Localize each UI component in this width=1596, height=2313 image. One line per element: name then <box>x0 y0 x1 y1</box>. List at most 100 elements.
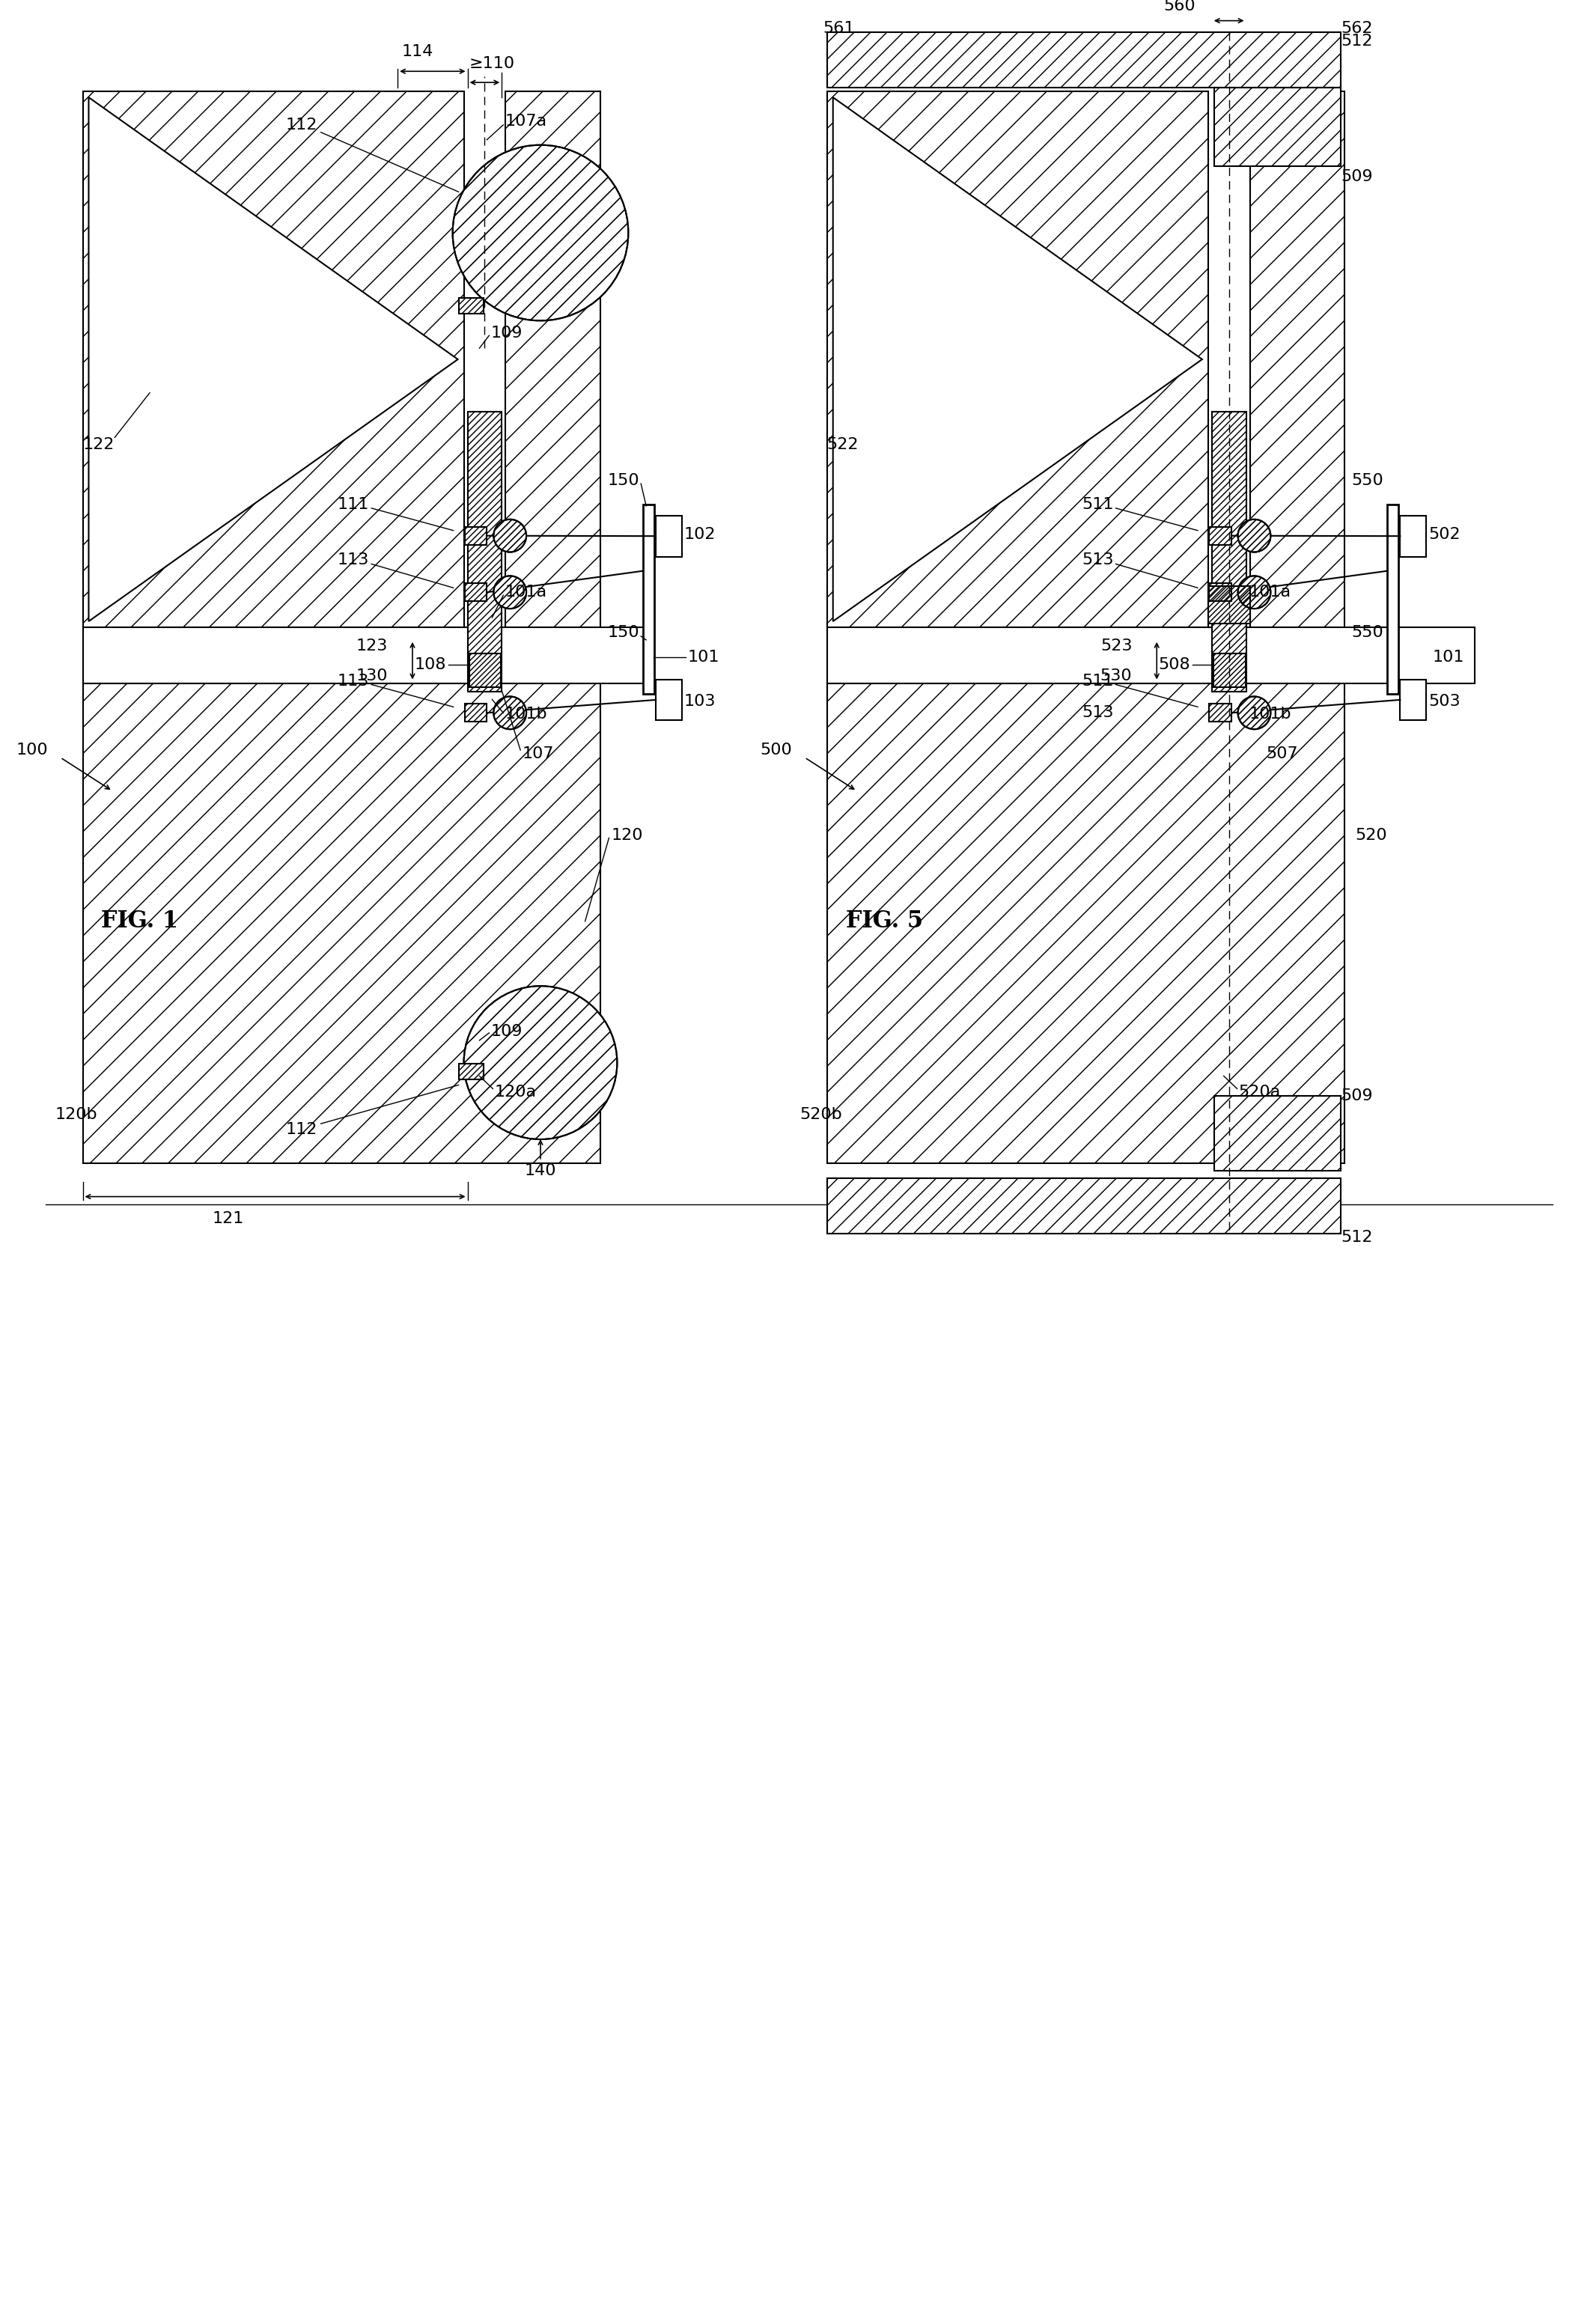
Bar <box>1400 680 1427 719</box>
Text: 562: 562 <box>1341 21 1373 35</box>
Text: 520b: 520b <box>800 1108 843 1122</box>
Text: 561: 561 <box>824 21 855 35</box>
Bar <box>1211 412 1246 692</box>
Bar <box>656 680 681 719</box>
Bar <box>83 93 464 627</box>
Bar <box>827 627 1475 682</box>
Bar <box>458 298 484 315</box>
Circle shape <box>493 520 527 553</box>
Bar <box>469 652 501 687</box>
Text: 512: 512 <box>1341 1231 1373 1244</box>
Text: 550: 550 <box>1352 625 1384 641</box>
Bar <box>468 412 501 692</box>
Text: 120b: 120b <box>56 1108 97 1122</box>
Text: 103: 103 <box>685 694 717 710</box>
Bar <box>458 298 484 315</box>
Text: 101a: 101a <box>1250 585 1291 599</box>
Bar <box>83 682 600 1163</box>
Circle shape <box>1238 520 1270 553</box>
Bar <box>1208 703 1231 722</box>
Text: 508: 508 <box>1159 657 1191 673</box>
Text: ≥110: ≥110 <box>469 56 516 72</box>
Text: 112: 112 <box>286 118 318 132</box>
Text: 522: 522 <box>827 437 859 453</box>
Bar <box>827 682 1344 1163</box>
Text: 512: 512 <box>1341 35 1373 49</box>
Text: 113: 113 <box>338 673 369 689</box>
Bar <box>1208 527 1231 544</box>
Text: 108: 108 <box>413 657 445 673</box>
Bar <box>83 682 600 1163</box>
Bar <box>464 703 487 722</box>
Bar <box>83 627 653 682</box>
Text: 101b: 101b <box>504 708 547 722</box>
Bar <box>458 1064 484 1080</box>
Circle shape <box>493 696 527 729</box>
Bar <box>464 527 487 544</box>
Bar <box>464 583 487 601</box>
Bar <box>83 93 464 627</box>
Text: 109: 109 <box>490 1025 522 1039</box>
Text: 550: 550 <box>1352 474 1384 488</box>
Bar <box>1213 652 1245 687</box>
Bar <box>1215 88 1341 167</box>
Text: 509: 509 <box>1341 169 1373 185</box>
Text: 111: 111 <box>338 497 369 511</box>
Bar <box>1208 585 1250 625</box>
Bar <box>1215 1096 1341 1170</box>
Circle shape <box>453 146 629 322</box>
Bar <box>458 1064 484 1080</box>
Bar <box>827 1177 1341 1233</box>
Bar <box>1215 88 1341 167</box>
Text: 520: 520 <box>1355 828 1387 844</box>
Text: 122: 122 <box>83 437 115 453</box>
Text: 101: 101 <box>1432 650 1464 664</box>
Text: 511: 511 <box>1082 497 1114 511</box>
Bar <box>469 652 501 687</box>
Text: 101b: 101b <box>1250 708 1291 722</box>
Text: 507: 507 <box>1266 747 1298 761</box>
Bar <box>464 583 487 601</box>
Text: 112: 112 <box>286 1122 318 1138</box>
Bar <box>1208 583 1231 601</box>
Text: 121: 121 <box>212 1212 244 1226</box>
Text: 100: 100 <box>16 742 48 759</box>
Text: 502: 502 <box>1428 527 1460 541</box>
Text: 140: 140 <box>525 1163 557 1177</box>
Text: 511: 511 <box>1082 673 1114 689</box>
Text: 102: 102 <box>685 527 717 541</box>
Text: 513: 513 <box>1082 705 1114 719</box>
Text: 120: 120 <box>611 828 643 844</box>
Bar <box>656 516 681 557</box>
Bar <box>1387 504 1398 694</box>
Bar <box>1213 652 1245 687</box>
Text: FIG. 5: FIG. 5 <box>846 909 922 932</box>
Bar <box>1211 412 1246 692</box>
Bar <box>464 703 487 722</box>
Bar <box>506 93 600 627</box>
Bar <box>1208 583 1231 601</box>
Text: 107: 107 <box>522 747 554 761</box>
Text: 503: 503 <box>1428 694 1460 710</box>
Bar <box>1250 93 1344 627</box>
Text: 120a: 120a <box>495 1085 536 1101</box>
Text: 560: 560 <box>1163 0 1195 14</box>
Bar <box>827 682 1344 1163</box>
Text: 123: 123 <box>356 638 388 652</box>
Text: 109: 109 <box>490 326 522 340</box>
Text: 101: 101 <box>688 650 720 664</box>
Text: 107a: 107a <box>504 113 547 130</box>
Bar <box>468 412 501 692</box>
Bar <box>827 1177 1341 1233</box>
Text: 150: 150 <box>608 625 640 641</box>
Circle shape <box>1238 696 1270 729</box>
Text: 523: 523 <box>1100 638 1132 652</box>
Bar <box>827 93 1208 627</box>
Bar <box>827 32 1341 88</box>
Bar <box>1215 1096 1341 1170</box>
Text: FIG. 1: FIG. 1 <box>101 909 179 932</box>
Bar <box>1208 527 1231 544</box>
Polygon shape <box>833 97 1202 622</box>
Circle shape <box>1238 576 1270 608</box>
Bar <box>1208 585 1250 625</box>
